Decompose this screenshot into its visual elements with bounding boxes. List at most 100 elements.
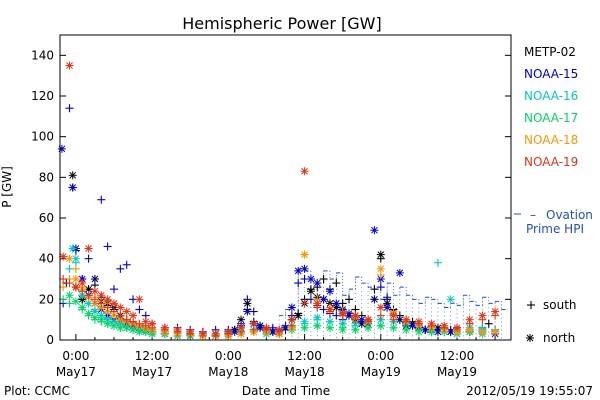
x-tick-date: May17 bbox=[56, 365, 96, 379]
north-point bbox=[173, 325, 182, 334]
south-point bbox=[484, 319, 493, 328]
north-point bbox=[287, 315, 296, 324]
north-point bbox=[287, 303, 296, 312]
series-noaa-19 bbox=[59, 61, 500, 340]
north-point bbox=[325, 323, 334, 332]
ovation-legend-marker: – bbox=[530, 208, 536, 222]
north-point bbox=[90, 307, 99, 316]
north-point bbox=[402, 325, 411, 334]
north-point bbox=[68, 171, 77, 180]
x-tick-date: May17 bbox=[132, 365, 172, 379]
north-point bbox=[237, 323, 246, 332]
south-point bbox=[345, 295, 354, 304]
south-point bbox=[84, 254, 93, 263]
x-tick-date: May18 bbox=[285, 365, 325, 379]
south-point bbox=[84, 291, 93, 300]
north-point bbox=[300, 167, 309, 176]
north-point bbox=[141, 317, 150, 326]
north-point bbox=[78, 279, 87, 288]
north-point bbox=[84, 309, 93, 318]
north-point bbox=[109, 321, 118, 330]
legend-entry: NOAA-15 bbox=[524, 67, 578, 81]
north-point bbox=[306, 275, 315, 283]
x-tick-time: 12:00 bbox=[440, 349, 475, 363]
north-point bbox=[376, 321, 385, 330]
north-point bbox=[313, 279, 322, 288]
north-point bbox=[84, 299, 93, 308]
north-point bbox=[491, 327, 500, 336]
north-point bbox=[262, 323, 271, 332]
north-point bbox=[313, 321, 322, 330]
north-point bbox=[90, 313, 99, 322]
x-tick-date: May19 bbox=[361, 365, 401, 379]
north-point bbox=[275, 325, 284, 334]
north-point bbox=[300, 264, 309, 273]
south-point bbox=[90, 295, 99, 304]
north-point bbox=[78, 303, 87, 312]
y-tick-label: 0 bbox=[46, 333, 54, 347]
south-point bbox=[59, 283, 68, 292]
north-point bbox=[332, 299, 341, 308]
north-point bbox=[294, 266, 303, 275]
north-point bbox=[97, 315, 106, 324]
north-point bbox=[103, 319, 112, 328]
y-tick-label: 20 bbox=[39, 292, 54, 306]
north-point bbox=[97, 291, 106, 300]
north-legend-label: north bbox=[543, 331, 575, 345]
north-point bbox=[211, 329, 220, 338]
north-point bbox=[395, 268, 404, 277]
plot-area bbox=[57, 61, 508, 340]
north-point bbox=[300, 250, 309, 259]
south-point bbox=[135, 305, 144, 314]
north-point bbox=[453, 323, 462, 332]
north-point bbox=[351, 325, 360, 334]
north-point bbox=[237, 315, 246, 324]
south-point bbox=[90, 275, 99, 283]
north-point bbox=[325, 305, 334, 314]
north-point bbox=[325, 287, 334, 296]
north-point bbox=[148, 319, 157, 328]
south-point bbox=[116, 264, 125, 273]
series-noaa-15 bbox=[57, 104, 500, 340]
north-point bbox=[116, 315, 125, 324]
south-point bbox=[59, 295, 68, 304]
south-point bbox=[78, 287, 87, 296]
south-point bbox=[332, 279, 341, 288]
y-tick-label: 80 bbox=[39, 170, 54, 184]
south-point bbox=[65, 299, 74, 308]
north-point bbox=[243, 307, 252, 316]
x-tick-time: 0:00 bbox=[367, 349, 394, 363]
north-point bbox=[440, 321, 449, 330]
north-point bbox=[160, 323, 169, 332]
north-point bbox=[122, 307, 131, 316]
north-point bbox=[68, 244, 77, 253]
y-tick-label: 40 bbox=[39, 252, 54, 266]
y-tick-label: 140 bbox=[31, 48, 54, 62]
north-point bbox=[364, 323, 373, 332]
north-point bbox=[414, 317, 423, 326]
south-point bbox=[103, 242, 112, 251]
north-point bbox=[402, 315, 411, 324]
south-point bbox=[527, 301, 535, 309]
legend: METP-02 NOAA-15 NOAA-16 NOAA-17 NOAA-18 NOAA-… bbox=[514, 45, 593, 345]
x-axis-ticks: 0:00 May17 12:00 May17 0:00 May18 12:00 May18 0:… bbox=[56, 334, 496, 379]
y-tick-label: 120 bbox=[31, 89, 54, 103]
south-legend-label: south bbox=[543, 298, 577, 312]
legend-entry: NOAA-19 bbox=[524, 155, 578, 169]
north-point bbox=[389, 323, 398, 332]
north-point bbox=[338, 309, 347, 318]
y-tick-label: 60 bbox=[39, 211, 54, 225]
north-point bbox=[224, 327, 233, 336]
x-tick-time: 0:00 bbox=[62, 349, 89, 363]
north-point bbox=[427, 319, 436, 328]
south-point bbox=[97, 195, 106, 204]
north-point bbox=[71, 275, 80, 283]
south-point bbox=[103, 303, 112, 312]
north-point bbox=[389, 311, 398, 320]
x-tick-time: 12:00 bbox=[135, 349, 170, 363]
south-point bbox=[122, 260, 131, 269]
x-axis-label: Date and Time bbox=[242, 384, 330, 398]
north-point bbox=[90, 287, 99, 296]
north-point bbox=[306, 287, 315, 296]
north-point bbox=[370, 226, 379, 235]
